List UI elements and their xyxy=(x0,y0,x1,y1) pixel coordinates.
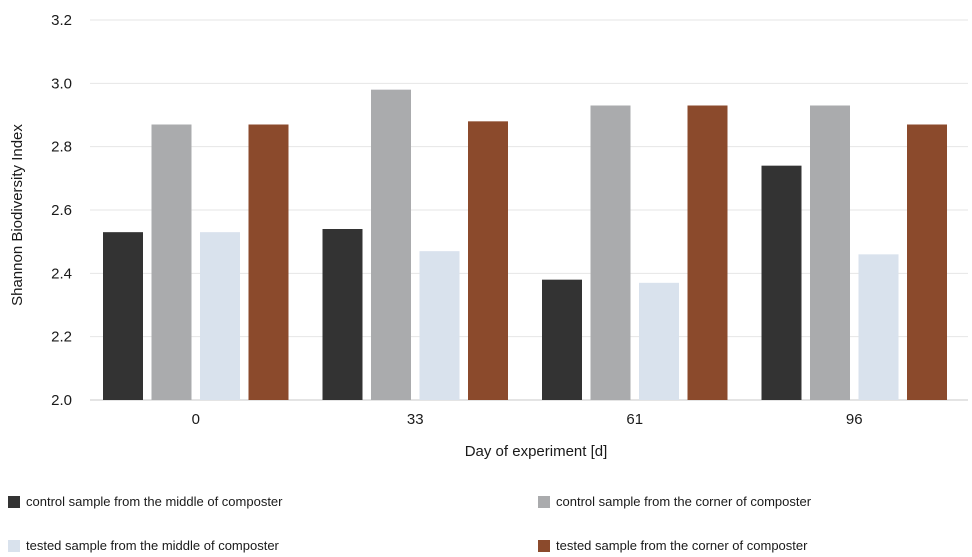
bar-96-series-3 xyxy=(907,124,947,400)
bar-33-series-2 xyxy=(419,251,460,400)
x-tick-label: 33 xyxy=(407,411,424,428)
x-tick-label: 96 xyxy=(846,411,863,428)
bar-61-series-0 xyxy=(542,279,582,400)
x-axis-title: Day of experiment [d] xyxy=(465,443,608,460)
x-axis-ticks: 0 33 61 96 xyxy=(192,411,863,428)
bar-96-series-1 xyxy=(810,105,850,400)
y-axis-title: Shannon Biodiversity Index xyxy=(9,124,26,306)
bar-33-series-1 xyxy=(371,89,411,401)
bar-0-series-3 xyxy=(248,124,289,400)
x-tick-label: 61 xyxy=(626,411,643,428)
bar-0-series-2 xyxy=(200,232,240,400)
bar-33-series-3 xyxy=(468,121,508,400)
bar-61-series-1 xyxy=(590,105,631,400)
bar-33-series-0 xyxy=(322,229,363,400)
bar-0-series-1 xyxy=(151,124,192,400)
y-tick-label: 3.2 xyxy=(51,12,72,29)
y-tick-label: 2.8 xyxy=(51,139,72,156)
y-tick-label: 2.6 xyxy=(51,202,72,219)
y-tick-label: 2.4 xyxy=(51,265,72,282)
bar-61-series-3 xyxy=(687,105,728,400)
bar-61-series-2 xyxy=(639,282,679,400)
bar-96-series-2 xyxy=(858,254,899,400)
bar-96-series-0 xyxy=(761,165,802,400)
y-tick-label: 2.2 xyxy=(51,329,72,346)
y-tick-label: 3.0 xyxy=(51,75,72,92)
y-axis-ticks: 2.0 2.2 2.4 2.6 2.8 3.0 3.2 xyxy=(51,12,72,409)
bars xyxy=(103,89,947,401)
y-tick-label: 2.0 xyxy=(51,392,72,409)
bar-0-series-0 xyxy=(103,232,143,400)
x-tick-label: 0 xyxy=(192,411,200,428)
